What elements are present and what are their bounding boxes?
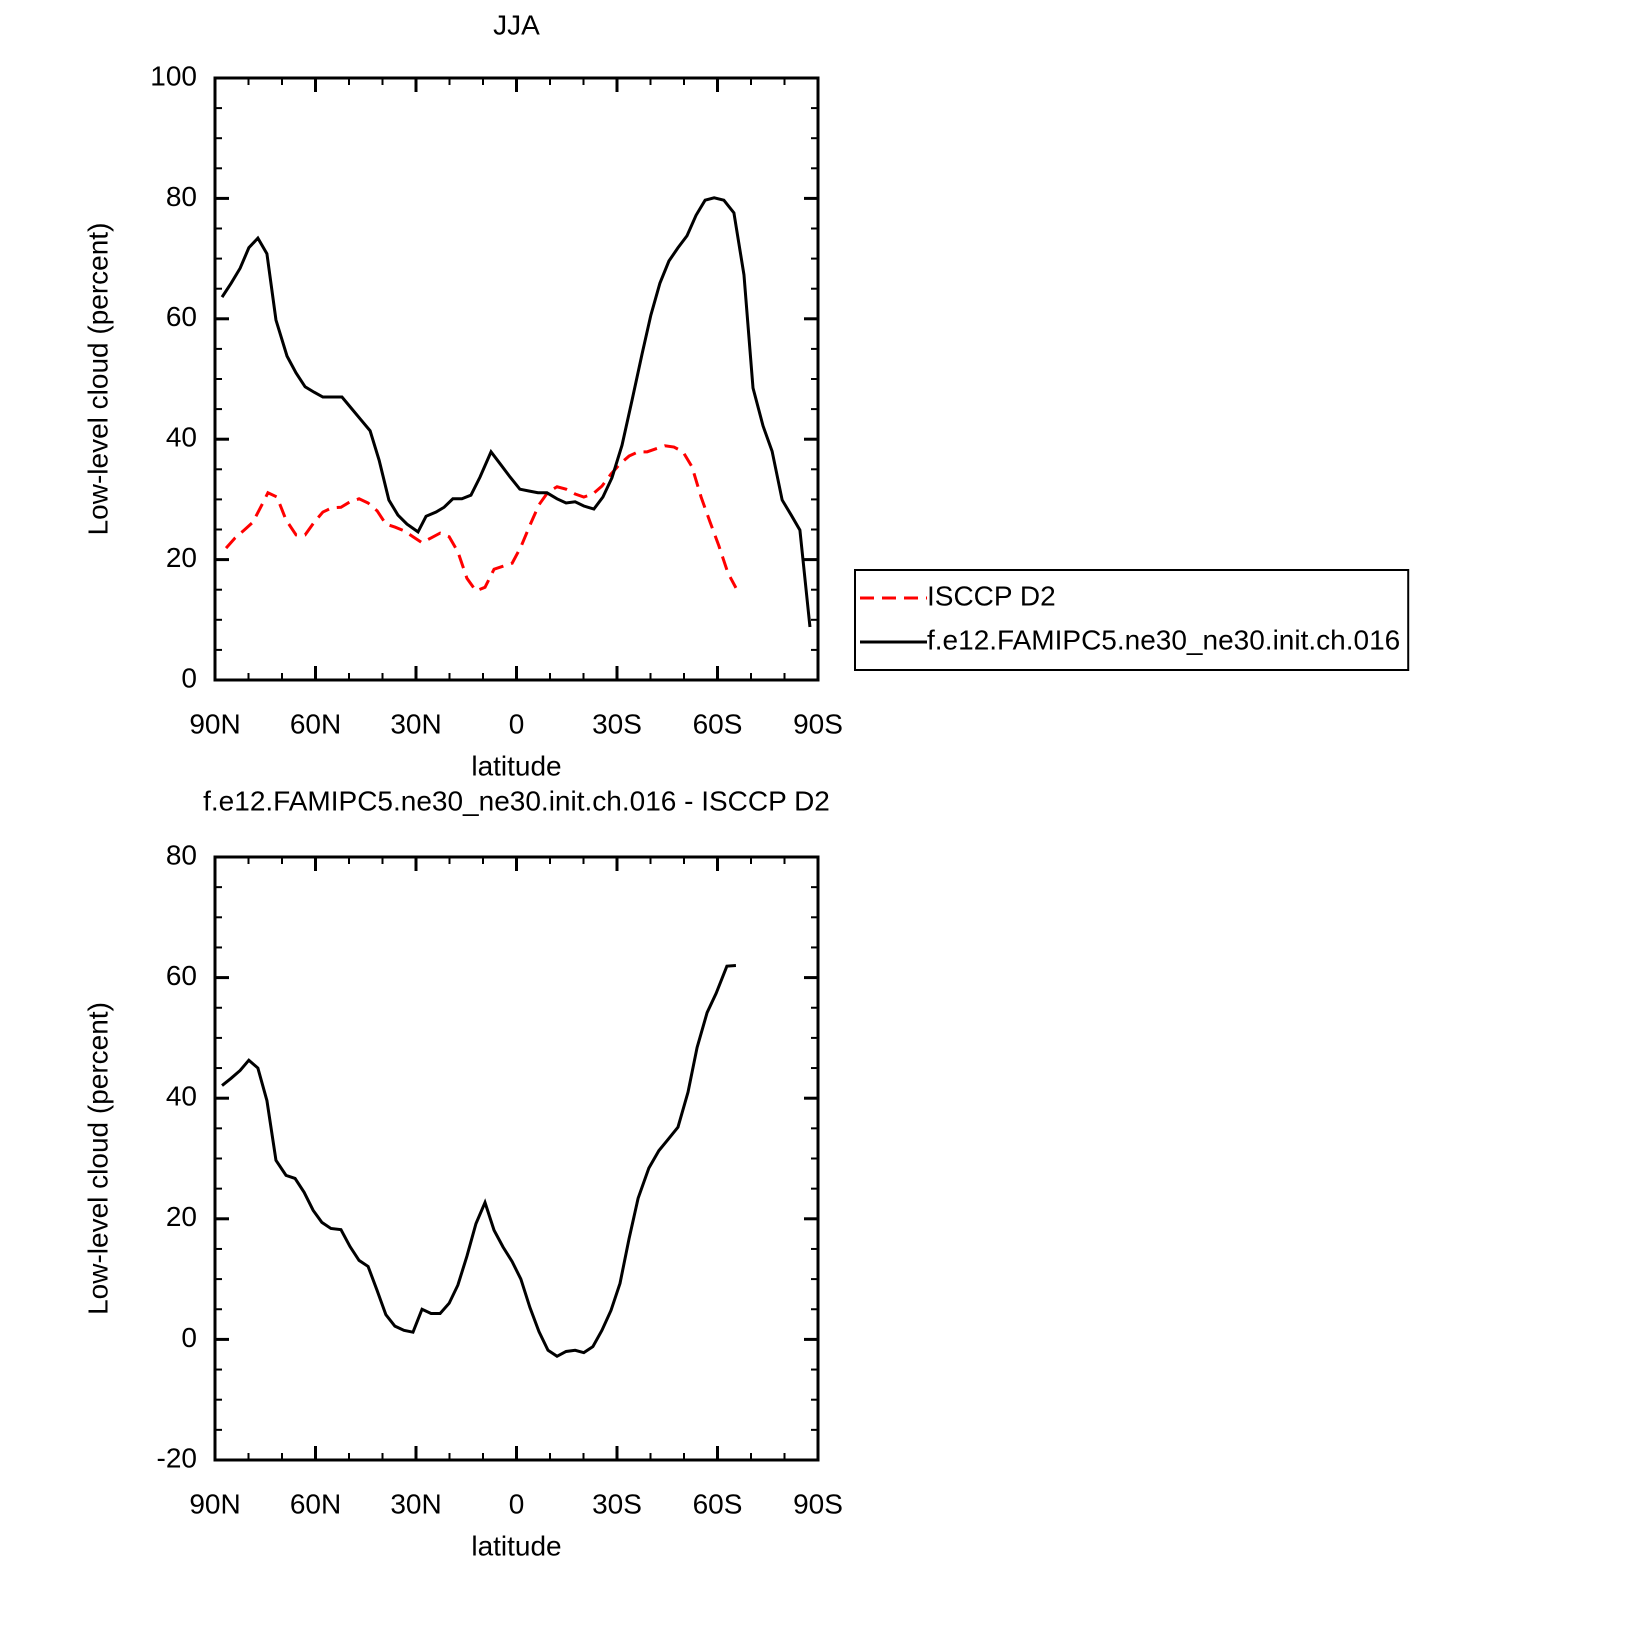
x-tick-label: 90N <box>189 1488 240 1519</box>
legend: ISCCP D2 f.e12.FAMIPC5.ne30_ne30.init.ch.… <box>854 569 1410 671</box>
y-tick-label: 40 <box>166 1081 197 1112</box>
chart-title: JJA <box>493 9 540 40</box>
plot-frame <box>213 855 820 1462</box>
y-tick-label: 20 <box>166 1201 197 1232</box>
y-tick-label: 80 <box>166 181 197 212</box>
y-tick-label: 20 <box>166 542 197 573</box>
data-line <box>220 196 812 628</box>
y-tick-label: 100 <box>150 60 197 91</box>
y-tick-label: 60 <box>166 301 197 332</box>
chart-title: f.e12.FAMIPC5.ne30_ne30.init.ch.016 - IS… <box>203 785 830 816</box>
x-tick-label: 90S <box>793 708 843 739</box>
data-line <box>221 964 737 1359</box>
x-tick-label: 30S <box>592 708 642 739</box>
x-tick-label: 60S <box>693 1488 743 1519</box>
x-tick-label: 30S <box>592 1488 642 1519</box>
x-tick-label: 0 <box>509 1488 525 1519</box>
y-tick-label: 40 <box>166 422 197 453</box>
legend-box <box>854 569 1410 671</box>
y-axis-label: Low-level cloud (percent) <box>82 1002 113 1315</box>
data-line <box>224 444 738 593</box>
x-tick-label: 60N <box>290 1488 341 1519</box>
x-tick-label: 30N <box>390 1488 441 1519</box>
y-tick-label: 0 <box>181 1322 197 1353</box>
panel: f.e12.FAMIPC5.ne30_ne30.init.ch.016 - IS… <box>82 785 843 1561</box>
x-tick-label: 60N <box>290 708 341 739</box>
y-tick-label: 60 <box>166 960 197 991</box>
x-tick-label: 0 <box>509 708 525 739</box>
x-axis-label: latitude <box>471 1530 561 1561</box>
legend-label: ISCCP D2 <box>927 580 1056 611</box>
y-tick-label: -20 <box>157 1442 197 1473</box>
x-tick-label: 90S <box>793 1488 843 1519</box>
y-tick-label: 80 <box>166 839 197 870</box>
x-axis-label: latitude <box>471 750 561 781</box>
x-tick-label: 60S <box>693 708 743 739</box>
x-tick-label: 30N <box>390 708 441 739</box>
legend-label: f.e12.FAMIPC5.ne30_ne30.init.ch.016 <box>927 624 1400 655</box>
y-tick-label: 0 <box>181 662 197 693</box>
panel: JJA 0 20 40 60 80 100 90N 60N 30N 0 30S 60S 90S latitu… <box>82 9 1410 781</box>
x-tick-label: 90N <box>189 708 240 739</box>
plot-frame <box>213 76 820 682</box>
y-axis-label: Low-level cloud (percent) <box>82 223 113 536</box>
